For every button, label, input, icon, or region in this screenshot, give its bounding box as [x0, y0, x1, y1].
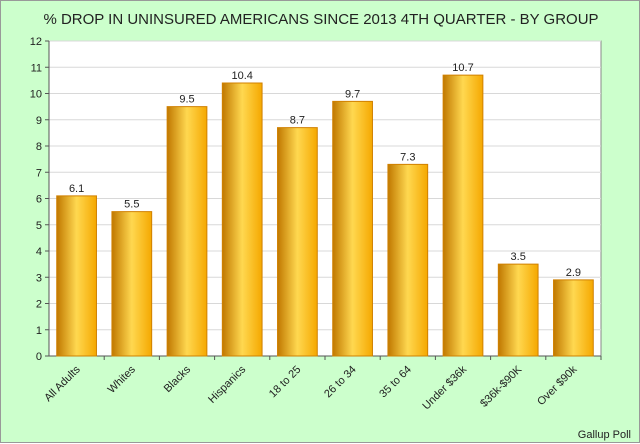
y-tick-label: 4 [36, 246, 42, 258]
bar-8 [497, 263, 539, 357]
data-label-3: 10.4 [231, 70, 252, 82]
bar-5 [332, 100, 373, 357]
category-label-1: Whites [106, 363, 139, 396]
y-tick-label: 5 [36, 220, 42, 232]
category-label-9: Over $90k [535, 363, 580, 408]
bar-6 [387, 163, 429, 357]
category-label-0: All Adults [42, 363, 83, 404]
category-label-5: 26 to 34 [322, 364, 359, 401]
data-label-5: 9.7 [345, 88, 360, 100]
y-tick-label: 11 [31, 62, 42, 74]
bar-0 [56, 195, 97, 357]
y-tick-label: 9 [36, 115, 42, 127]
y-tick-label: 12 [30, 36, 42, 48]
data-label-1: 5.5 [124, 199, 139, 211]
source-note: Gallup Poll [578, 429, 631, 441]
y-tick-label: 7 [36, 167, 42, 179]
category-label-4: 18 to 25 [267, 364, 304, 401]
data-label-0: 6.1 [69, 183, 84, 195]
bar-4 [277, 127, 318, 357]
y-tick-label: 10 [30, 89, 42, 101]
data-label-4: 8.7 [290, 115, 305, 127]
chart-title: % DROP IN UNINSURED AMERICANS SINCE 2013… [43, 11, 598, 28]
y-tick-label: 2 [36, 299, 42, 311]
data-label-2: 9.5 [179, 94, 194, 106]
bar-9 [553, 279, 594, 357]
y-tick-label: 6 [36, 194, 42, 206]
category-label-8: $36k-$90K [478, 363, 525, 410]
category-label-2: Blacks [162, 363, 194, 395]
data-label-8: 3.5 [511, 251, 526, 263]
y-tick-label: 8 [36, 141, 42, 153]
data-label-6: 7.3 [400, 151, 415, 163]
bar-7 [442, 74, 484, 357]
y-tick-label: 0 [36, 351, 42, 363]
y-tick-label: 3 [36, 272, 42, 284]
data-label-7: 10.7 [452, 62, 473, 74]
y-tick-label: 1 [36, 325, 42, 337]
category-label-6: 35 to 64 [377, 364, 414, 401]
bar-1 [111, 211, 153, 357]
category-label-3: Hispanics [206, 363, 249, 406]
bar-3 [221, 82, 263, 357]
data-label-9: 2.9 [566, 267, 581, 279]
category-label-7: Under $36k [420, 363, 469, 412]
bar-2 [166, 106, 208, 357]
